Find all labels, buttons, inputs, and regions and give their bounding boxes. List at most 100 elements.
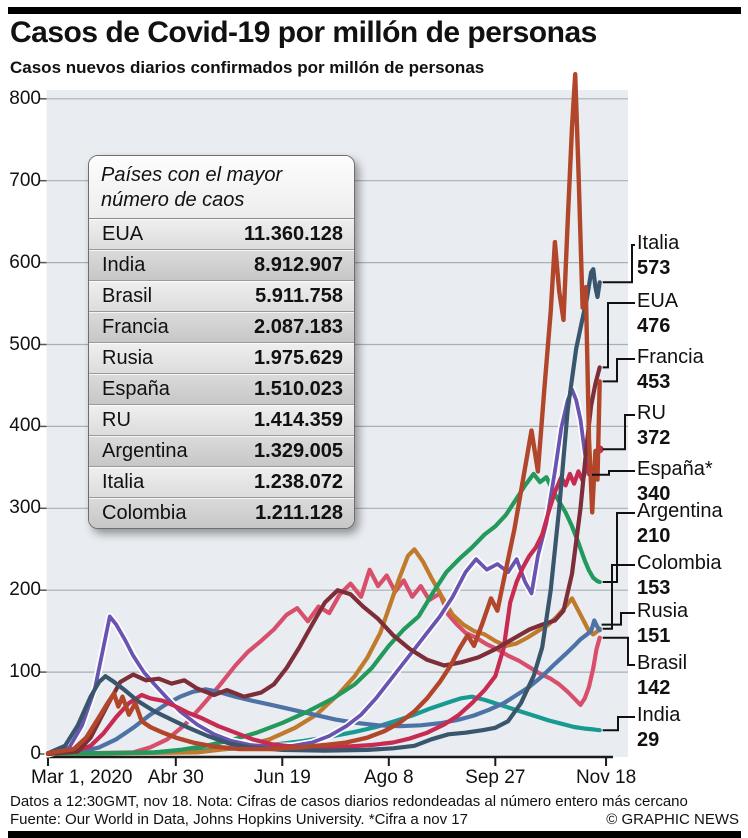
country-cell: España bbox=[102, 377, 170, 400]
series-value: 29 bbox=[637, 729, 660, 751]
x-tick-label: Abr 30 bbox=[147, 767, 204, 788]
page-subtitle: Casos nuevos diarios confirmados por mil… bbox=[10, 58, 485, 77]
x-tick-label: Sep 27 bbox=[465, 767, 526, 788]
value-cell: 1.329.005 bbox=[254, 439, 343, 462]
value-cell: 11.360.128 bbox=[244, 222, 343, 245]
value-cell: 2.087.183 bbox=[254, 315, 343, 338]
top-rule-bar bbox=[8, 7, 741, 14]
y-tick-label: 100 bbox=[9, 661, 41, 683]
value-cell: 5.911.758 bbox=[255, 284, 343, 307]
series-name: Italia bbox=[637, 232, 680, 254]
y-tick-label: 300 bbox=[9, 497, 41, 519]
bottom-rule-bar bbox=[8, 831, 741, 838]
x-tick-label: Ago 8 bbox=[363, 767, 414, 788]
callout-connector-argentina bbox=[602, 512, 635, 583]
footer-source: Fuente: Our World in Data, Johns Hopkins… bbox=[10, 811, 468, 828]
country-cell: Brasil bbox=[102, 284, 153, 307]
copyright: © GRAPHIC NEWS bbox=[606, 811, 739, 828]
value-cell: 1.211.128 bbox=[255, 501, 343, 524]
series-name: Rusia bbox=[637, 600, 689, 622]
y-tick-label: 800 bbox=[9, 87, 41, 109]
series-value: 476 bbox=[637, 315, 671, 337]
series-label-brasil: Brasil 142 bbox=[637, 652, 745, 700]
table-row: España 1.510.023 bbox=[89, 373, 354, 404]
series-value: 210 bbox=[637, 525, 671, 547]
callout-connector-ru bbox=[602, 414, 635, 451]
x-tick-label: Nov 18 bbox=[575, 767, 637, 788]
series-label-rusia: Rusia 151 bbox=[637, 600, 745, 648]
series-line-argentina bbox=[45, 471, 602, 757]
callout-connector-brasil bbox=[602, 636, 635, 666]
country-cell: Italia bbox=[102, 470, 145, 493]
value-cell: 1.510.023 bbox=[254, 377, 343, 400]
series-name: Brasil bbox=[637, 652, 688, 674]
table-row: Rusia 1.975.629 bbox=[89, 342, 354, 373]
callout-connector-italia bbox=[602, 244, 635, 284]
series-label-argentina: Argentina 210 bbox=[637, 500, 745, 548]
series-label-italia: Italia 573 bbox=[637, 232, 745, 280]
series-label-francia: Francia 453 bbox=[637, 346, 745, 394]
series-line-eua bbox=[45, 365, 602, 757]
callout-connector-colombia bbox=[602, 564, 635, 630]
table-row: Brasil 5.911.758 bbox=[89, 280, 354, 311]
country-cell: Rusia bbox=[102, 346, 154, 369]
value-cell: 1.414.359 bbox=[254, 408, 343, 431]
country-cell: Argentina bbox=[102, 439, 188, 462]
table-row: EUA 11.360.128 bbox=[89, 219, 354, 249]
country-cell: India bbox=[102, 253, 146, 276]
callout-connector-francia bbox=[602, 358, 635, 383]
y-tick-label: 600 bbox=[9, 251, 41, 273]
series-line-francia bbox=[45, 71, 602, 756]
series-value: 372 bbox=[637, 427, 671, 449]
page-title: Casos de Covid-19 por millón de personas bbox=[10, 16, 597, 49]
x-tick-label: Jun 19 bbox=[253, 767, 311, 788]
value-cell: 1.975.629 bbox=[254, 346, 343, 369]
table-row: Colombia 1.211.128 bbox=[89, 497, 354, 528]
series-line-brasil bbox=[45, 567, 602, 757]
country-cell: EUA bbox=[102, 222, 144, 245]
callout-connector-eua bbox=[602, 302, 635, 369]
callout-connector-india bbox=[602, 716, 635, 732]
series-line-italia bbox=[45, 267, 602, 756]
callout-connector-rusia bbox=[601, 612, 635, 626]
series-value: 153 bbox=[637, 577, 671, 599]
series-value: 142 bbox=[637, 677, 671, 699]
series-label-españa: España* 340 bbox=[637, 458, 745, 506]
y-tick-label: 400 bbox=[9, 415, 41, 437]
table-row: Francia 2.087.183 bbox=[89, 311, 354, 342]
top-countries-table: Países con el mayor número de caos EUA 11… bbox=[88, 155, 355, 529]
series-value: 151 bbox=[637, 625, 671, 647]
y-tick-label: 500 bbox=[9, 333, 41, 355]
series-label-india: India 29 bbox=[637, 704, 745, 752]
table-row: India 8.912.907 bbox=[89, 249, 354, 280]
series-name: Colombia bbox=[637, 552, 722, 574]
callout-connector-españa bbox=[592, 470, 635, 476]
country-cell: Francia bbox=[102, 315, 169, 338]
country-cell: Colombia bbox=[102, 501, 187, 524]
series-value: 453 bbox=[637, 371, 671, 393]
series-label-colombia: Colombia 153 bbox=[637, 552, 745, 600]
series-label-ru: RU 372 bbox=[637, 402, 745, 450]
series-label-eua: EUA 476 bbox=[637, 290, 745, 338]
series-name: India bbox=[637, 704, 681, 726]
y-tick-label: 700 bbox=[9, 169, 41, 191]
series-name: RU bbox=[637, 402, 666, 424]
series-value: 340 bbox=[637, 483, 671, 505]
series-line-españa bbox=[46, 387, 591, 756]
series-name: Francia bbox=[637, 346, 704, 368]
x-tick-label: Mar 1, 2020 bbox=[31, 767, 133, 788]
table-row: RU 1.414.359 bbox=[89, 404, 354, 435]
series-name: Argentina bbox=[637, 500, 723, 522]
table-heading: Países con el mayor número de caos bbox=[89, 156, 354, 219]
series-name: EUA bbox=[637, 290, 679, 312]
series-value: 573 bbox=[637, 257, 671, 279]
table-row: Italia 1.238.072 bbox=[89, 466, 354, 497]
y-tick-label: 0 bbox=[30, 743, 41, 764]
value-cell: 8.912.907 bbox=[254, 253, 343, 276]
y-tick-label: 200 bbox=[9, 579, 41, 601]
country-cell: RU bbox=[102, 408, 131, 431]
value-cell: 1.238.072 bbox=[254, 470, 343, 493]
footer-note: Datos a 12:30GMT, nov 18. Nota: Cifras d… bbox=[10, 793, 688, 810]
table-row: Argentina 1.329.005 bbox=[89, 435, 354, 466]
